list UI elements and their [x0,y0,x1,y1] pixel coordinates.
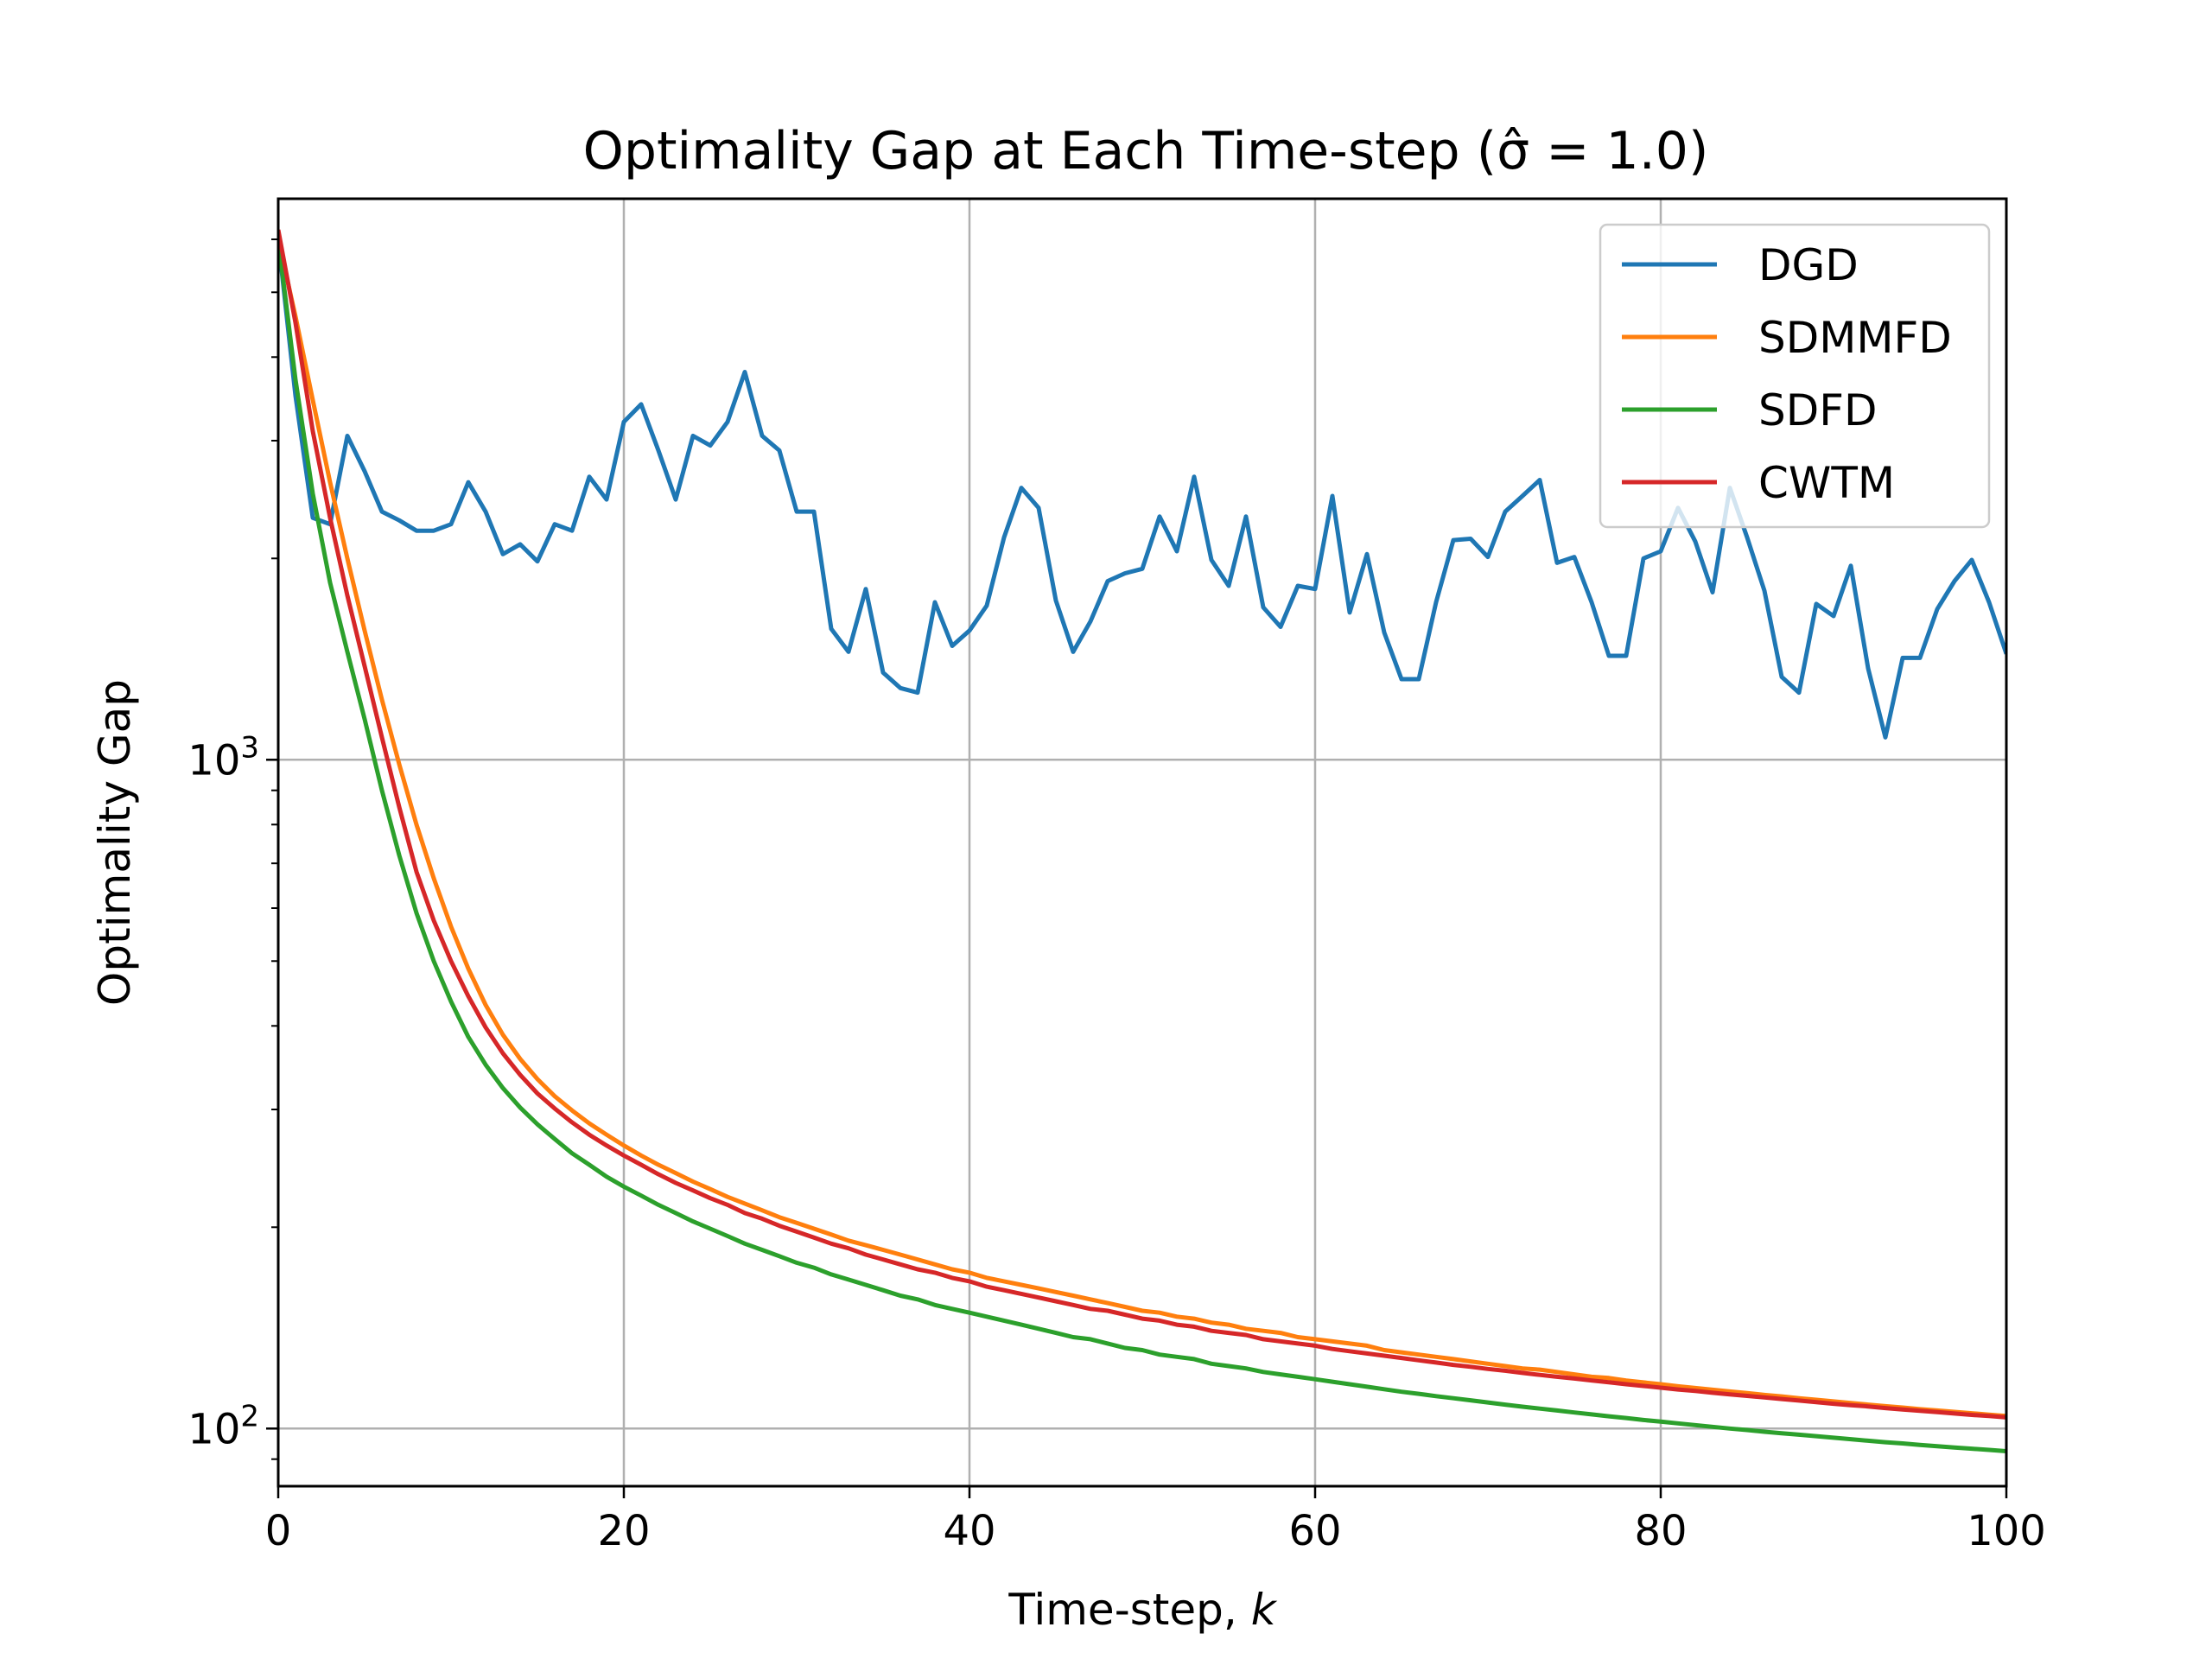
x-axis-variable: k [1251,1585,1278,1635]
x-tick-label: 40 [943,1507,995,1555]
y-tick-base: 10 [188,736,240,785]
legend-label: DGD [1758,240,1859,290]
x-tick-label: 80 [1634,1507,1687,1555]
series-layer [278,229,2006,1453]
chart-title: Optimality Gap at Each Time-step (σ̂ = 1… [583,121,1709,181]
series-line-sdfd [278,238,2006,1453]
y-tick-label: 103 [188,730,259,785]
x-axis-title-text: Time-step, [1007,1585,1250,1635]
legend-box [1599,223,1991,529]
x-axis: 0 20 40 60 80 100 [265,1486,2046,1555]
legend-label: SDFD [1758,385,1878,435]
y-tick-base: 10 [188,1405,240,1453]
series-line-sdmmfd [278,238,2006,1419]
y-tick-exponent: 3 [240,730,259,765]
x-tick-label: 0 [265,1507,292,1555]
series-line-cwtm [278,229,2006,1420]
plot-frame [276,197,2008,1488]
x-tick-label: 60 [1288,1507,1341,1555]
legend-label: SDMMFD [1758,313,1952,363]
x-tick-label: 20 [597,1507,650,1555]
series-line-dgd [278,238,2006,740]
legend-label: CWTM [1758,458,1895,508]
y-axis-title: Optimality Gap [90,679,140,1006]
x-tick-label: 100 [1967,1507,2046,1555]
y-tick-label: 102 [188,1399,259,1453]
x-axis-title: Time-step, k [1007,1585,1277,1635]
legend: DGD SDMMFD SDFD CWTM [1599,223,1991,529]
y-tick-exponent: 2 [240,1399,259,1433]
